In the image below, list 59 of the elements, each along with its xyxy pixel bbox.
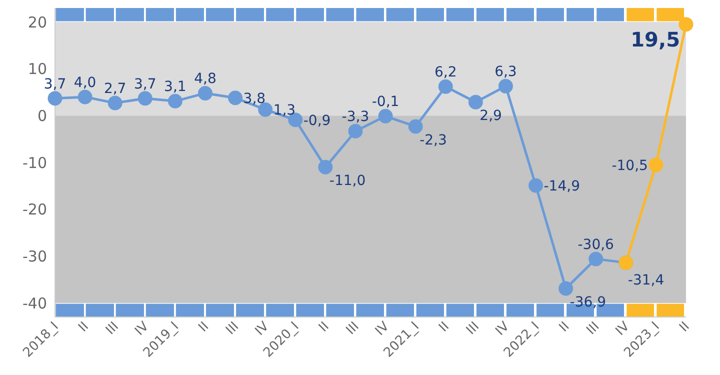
data-label: 19,5	[630, 27, 680, 52]
y-tick-label: -40	[22, 294, 47, 312]
data-label: -36,9	[570, 294, 606, 310]
point	[468, 94, 483, 110]
point	[678, 17, 694, 32]
point	[228, 90, 243, 106]
y-tick-label: 10	[28, 60, 47, 78]
data-label: 3,8	[243, 90, 266, 107]
data-label: 6,2	[434, 64, 457, 81]
point	[498, 78, 513, 94]
point	[408, 119, 423, 134]
x-tick-label: III	[344, 319, 362, 338]
data-label: -14,9	[544, 178, 580, 194]
x-tick-label: II	[76, 319, 92, 336]
x-tick-label: III	[584, 319, 603, 338]
point	[108, 96, 122, 110]
data-label: 3,7	[44, 76, 66, 92]
data-label: -31,4	[628, 272, 664, 289]
data-label: 3,1	[164, 79, 186, 96]
data-label: 2,9	[480, 108, 502, 124]
x-tick-label: II	[556, 319, 573, 336]
y-tick-label: -30	[22, 247, 47, 266]
data-label: 4,0	[74, 74, 96, 91]
point	[168, 94, 182, 108]
data-label: -0,9	[303, 112, 331, 129]
x-tick-label: III	[464, 319, 482, 338]
data-label: 3,7	[134, 76, 156, 92]
point	[528, 178, 544, 193]
data-label: 6,3	[494, 64, 517, 80]
data-label: -11,0	[329, 173, 366, 190]
data-label: -10,5	[612, 158, 648, 174]
y-tick-label: 20	[28, 13, 47, 32]
x-tick-label: III	[103, 319, 122, 338]
data-label: -30,6	[578, 236, 614, 253]
y-tick-label: -10	[22, 154, 47, 172]
point	[48, 91, 62, 106]
point	[558, 281, 574, 296]
data-label: 1,3	[273, 102, 296, 119]
data-label: 4,8	[194, 71, 216, 88]
point	[378, 108, 393, 124]
data-label: -2,3	[420, 132, 447, 148]
x-tick-label: III	[223, 319, 242, 338]
x-tick-label: II	[436, 319, 452, 336]
point	[348, 124, 363, 138]
point	[138, 91, 152, 106]
x-tick-label: II	[196, 319, 212, 336]
point	[78, 90, 92, 104]
data-label: -3,3	[342, 109, 370, 126]
y-tick-label: -20	[22, 200, 47, 219]
point	[438, 79, 453, 94]
x-tick-label: II	[316, 319, 332, 336]
data-label: -0,1	[372, 94, 400, 110]
point	[318, 160, 333, 174]
x-tick-label: II	[676, 319, 693, 336]
y-tick-label: 0	[37, 107, 47, 126]
data-label: 2,7	[104, 81, 126, 98]
point	[648, 158, 664, 172]
point	[588, 252, 604, 266]
point	[198, 86, 212, 100]
